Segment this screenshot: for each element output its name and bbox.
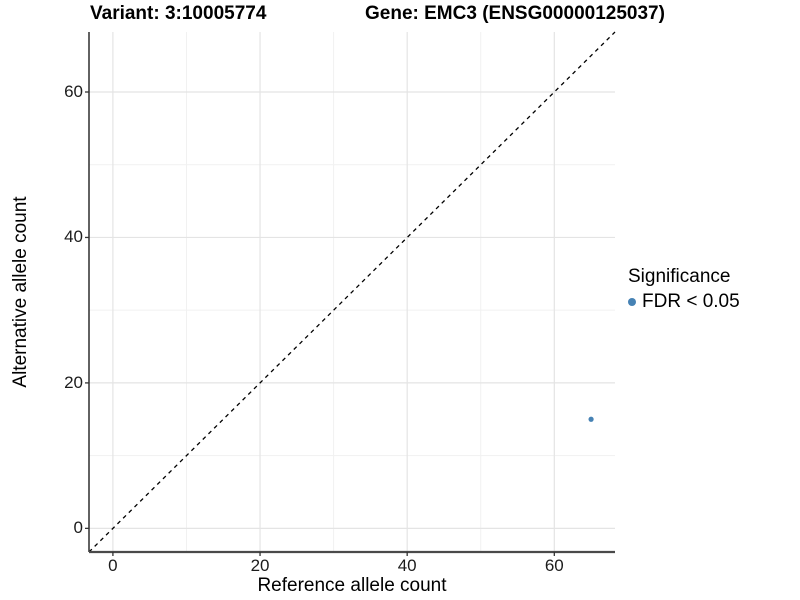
- gridlines-major: [89, 32, 615, 552]
- legend-point-icon: [628, 298, 636, 306]
- legend-item-label: FDR < 0.05: [642, 291, 740, 312]
- y-tick-label: 20: [64, 372, 83, 392]
- identity-reference-line: [88, 31, 616, 553]
- legend-item: FDR < 0.05: [628, 291, 740, 312]
- data-points: [588, 416, 594, 422]
- data-point: [588, 416, 594, 422]
- x-tick-label: 0: [108, 556, 118, 575]
- y-axis-title: Alternative allele count: [10, 196, 31, 388]
- identity-reference-line-group: [88, 31, 616, 553]
- legend-title: Significance: [628, 266, 731, 287]
- x-tick-label: 60: [544, 556, 564, 575]
- y-tick-label: 40: [64, 227, 83, 247]
- axis-lines: [88, 32, 615, 554]
- x-tick-label: 40: [397, 556, 417, 575]
- x-tick-label: 20: [250, 556, 270, 575]
- gridlines-minor: [89, 32, 615, 552]
- tick-marks: [85, 91, 555, 556]
- gene-title: Gene: EMC3 (ENSG00000125037): [365, 3, 665, 24]
- legend: Significance FDR < 0.05: [628, 266, 740, 312]
- y-tick-label: 60: [64, 82, 83, 101]
- y-tick-label: 0: [73, 518, 83, 538]
- x-axis-title: Reference allele count: [257, 575, 447, 596]
- variant-title: Variant: 3:10005774: [90, 3, 267, 24]
